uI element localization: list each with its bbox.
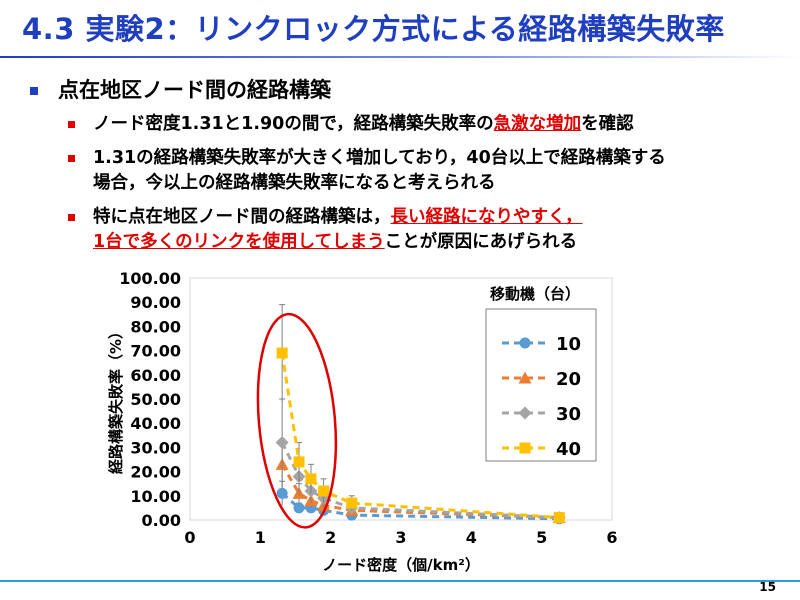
legend-marker-10 — [519, 337, 531, 349]
highlight-text: 長い経路になりやすく， — [390, 207, 583, 227]
legend-marker-20 — [518, 371, 532, 384]
sub-bullet-2: 1.31の経路構築失敗率が大きく増加しており，40台以上で経路構築する 場合，今以… — [68, 146, 666, 196]
data-point-40 — [553, 512, 565, 524]
legend-title: 移動機（台） — [490, 285, 580, 303]
x-tick-label: 1 — [255, 528, 266, 547]
title-divider — [0, 56, 800, 58]
sub-bullet-3: 特に点在地区ノード間の経路構築は，長い経路になりやすく， 1台で多くのリンクを使用… — [68, 205, 582, 255]
y-axis-label: 経路構築失敗率（%） — [107, 324, 125, 474]
plot-area — [189, 277, 613, 521]
y-tick-label: 70.00 — [130, 342, 181, 361]
data-point-40 — [346, 497, 358, 509]
y-tick-label: 40.00 — [130, 414, 181, 433]
bullet-square-icon — [68, 214, 75, 221]
y-tick-label: 80.00 — [130, 317, 181, 336]
x-tick-label: 2 — [325, 528, 336, 547]
legend-label: 30 — [556, 404, 581, 425]
legend-label: 10 — [556, 334, 581, 355]
main-bullet-text: 点在地区ノード間の経路構築 — [58, 78, 331, 102]
y-tick-label: 30.00 — [130, 438, 181, 457]
x-tick-label: 6 — [606, 528, 617, 547]
failure-rate-chart: 0.00 10.00 20.00 30.00 40.00 50.00 60.00 70.00 8… — [107, 269, 618, 574]
y-tick-label: 90.00 — [130, 293, 181, 312]
x-tick-label: 3 — [395, 528, 406, 547]
y-tick-label: 50.00 — [130, 390, 181, 409]
sub-bullet-2-text: 1.31の経路構築失敗率が大きく増加しており，40台以上で経路構築する 場合，今以… — [93, 146, 666, 196]
highlight-text: 急激な増加 — [493, 114, 582, 134]
legend-label: 40 — [556, 439, 581, 460]
sub-bullet-1-text: ノード密度1.31と1.90の間で，経路構築失敗率の急激な増加を確認 — [93, 112, 634, 137]
y-tick-label: 0.00 — [142, 511, 181, 530]
y-tick-label: 20.00 — [130, 463, 181, 482]
data-point-40 — [318, 485, 330, 497]
text-segment: 特に点在地区ノード間の経路構築は， — [93, 207, 391, 227]
data-point-40 — [293, 456, 305, 468]
x-tick-label: 5 — [536, 528, 547, 547]
text-segment: を確認 — [581, 114, 634, 134]
sub-bullet-1: ノード密度1.31と1.90の間で，経路構築失敗率の急激な増加を確認 — [68, 112, 634, 137]
y-tick-label: 60.00 — [130, 366, 181, 385]
bullet-square-icon — [68, 121, 75, 128]
x-tick-label: 4 — [466, 528, 477, 547]
y-tick-label: 10.00 — [130, 487, 181, 506]
bullet-square-icon — [30, 86, 38, 95]
data-point-30 — [275, 436, 289, 450]
x-tick-label: 0 — [184, 528, 195, 547]
text-line: 1台で多くのリンクを使用してしまうことが原因にあげられる — [93, 230, 582, 255]
text-segment: ノード密度1.31と1.90の間で，経路構築失敗率の — [93, 114, 494, 134]
legend-marker-40 — [519, 442, 531, 454]
data-point-40 — [305, 473, 317, 485]
series-line-30 — [280, 441, 560, 520]
data-point-10 — [276, 487, 288, 499]
footer-divider — [0, 580, 800, 582]
legend-box — [485, 308, 597, 462]
page-number: 15 — [759, 580, 776, 594]
slide-title: 4.3 実験2：リンクロック方式による経路構築失敗率 — [22, 12, 725, 46]
text-line: 特に点在地区ノード間の経路構築は，長い経路になりやすく， — [93, 205, 582, 230]
main-bullet: 点在地区ノード間の経路構築 — [30, 74, 331, 104]
highlight-text: 1台で多くのリンクを使用してしまう — [93, 232, 385, 252]
text-line: 1.31の経路構築失敗率が大きく増加しており，40台以上で経路構築する — [93, 148, 666, 168]
y-tick-label: 100.00 — [119, 269, 181, 288]
legend-marker-30 — [518, 406, 532, 420]
legend-label: 20 — [556, 369, 581, 390]
series-line-20 — [280, 463, 560, 520]
text-segment: ことが原因にあげられる — [384, 232, 578, 252]
data-point-40 — [276, 347, 288, 359]
sub-bullet-3-text: 特に点在地区ノード間の経路構築は，長い経路になりやすく， 1台で多くのリンクを使用… — [93, 205, 582, 255]
data-point-10 — [293, 502, 305, 514]
highlight-ellipse — [256, 312, 338, 529]
x-axis-label: ノード密度（個/km²） — [322, 556, 480, 574]
bullet-square-icon — [68, 155, 75, 162]
text-line: 場合，今以上の経路構築失敗率になると考えられる — [93, 173, 496, 193]
